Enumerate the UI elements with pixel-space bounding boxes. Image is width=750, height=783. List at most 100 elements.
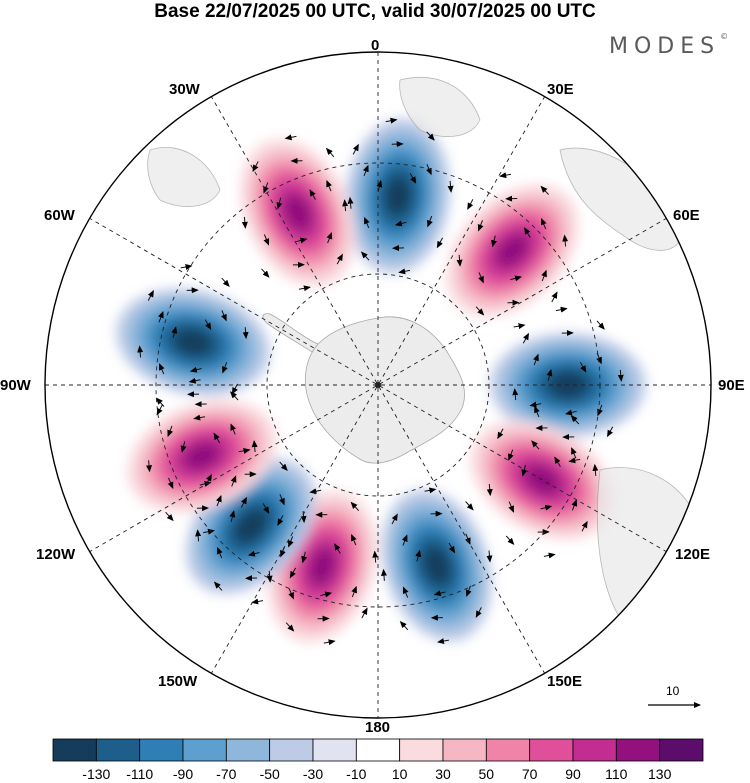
wind-arrow: [555, 306, 568, 313]
wind-arrow: [596, 320, 605, 330]
wind-arrow: [167, 477, 174, 490]
wind-arrow: [336, 253, 343, 265]
wind-arrow: [159, 363, 165, 375]
brand-name: MODES: [609, 34, 721, 59]
reference-vector-label: 10: [666, 684, 680, 698]
wind-arrow: [195, 529, 202, 542]
wind-arrow: [540, 217, 547, 230]
wind-arrow: [607, 426, 614, 438]
anomaly-contour: [173, 328, 213, 356]
wind-arrow: [213, 581, 223, 591]
wind-arrow: [568, 457, 581, 464]
wind-arrow: [597, 404, 603, 417]
wind-arrow: [309, 488, 322, 495]
lon-label-60e: 60E: [673, 207, 700, 224]
wind-arrow: [301, 551, 308, 564]
wind-arrow: [165, 511, 174, 522]
lon-label-30e: 30E: [547, 81, 574, 98]
wind-arrow: [156, 404, 163, 416]
wind-arrow: [216, 494, 222, 507]
colorbar-tick-label: 50: [478, 766, 495, 782]
wind-arrow: [505, 535, 515, 545]
wind-arrow: [323, 639, 336, 646]
wind-arrow: [326, 179, 332, 192]
wind-arrow: [409, 173, 417, 184]
wind-arrow: [347, 196, 354, 209]
lon-label-150e: 150E: [547, 673, 583, 690]
wind-arrow: [229, 510, 236, 522]
wind-arrow: [180, 264, 193, 270]
map-boundary: [44, 51, 712, 719]
wind-arrow: [533, 353, 539, 366]
wind-vectors: [137, 117, 624, 646]
colorbar-tick-label: 10: [391, 766, 408, 782]
wind-arrow: [251, 598, 264, 605]
wind-arrow: [360, 251, 370, 261]
lon-label-150w: 150W: [158, 673, 198, 690]
anomaly-center-negative: [381, 489, 492, 642]
colorbar-swatch: [269, 738, 314, 762]
wind-arrow: [351, 585, 357, 598]
colorbar-tick-label: -130: [82, 766, 111, 782]
wind-arrow: [399, 620, 409, 631]
wind-arrow: [475, 607, 482, 618]
wind-arrow: [499, 172, 512, 179]
wind-arrow: [262, 503, 270, 514]
colorbar-swatch: [182, 738, 227, 762]
lon-label-0: 0: [371, 37, 380, 54]
wind-arrow: [467, 199, 474, 210]
wind-arrow: [579, 362, 587, 373]
anomaly-contour: [283, 194, 313, 232]
wind-arrow: [551, 291, 558, 303]
wind-arrow: [534, 405, 540, 418]
wind-arrow: [230, 423, 237, 435]
wind-arrow: [565, 409, 577, 416]
wind-arrow: [562, 234, 569, 247]
wind-arrow: [204, 319, 212, 330]
wind-arrow: [238, 447, 251, 454]
wind-arrow: [486, 484, 493, 497]
colorbar-swatch: [442, 738, 487, 762]
wind-arrow: [350, 501, 360, 512]
wind-arrow: [263, 182, 269, 194]
wind-arrow: [540, 185, 549, 195]
wind-arrow: [193, 414, 206, 421]
wind-arrow: [427, 215, 433, 228]
wind-arrow: [325, 147, 335, 158]
wind-arrow: [352, 143, 359, 155]
wind-arrow: [287, 536, 294, 548]
wind-arrow: [285, 622, 295, 632]
wind-arrow: [167, 425, 173, 438]
wind-arrow: [513, 323, 526, 330]
lon-label-120e: 120E: [675, 546, 711, 563]
wind-arrow: [277, 515, 284, 526]
wind-arrow: [334, 543, 341, 554]
colorbar-swatch: [355, 738, 401, 762]
wind-arrow: [180, 441, 187, 453]
wind-arrow: [508, 501, 514, 513]
wind-arrow: [261, 268, 270, 278]
wind-arrow: [433, 590, 446, 597]
colorbar-swatch: [95, 738, 141, 762]
wind-arrow: [541, 269, 547, 282]
wind-arrow: [424, 487, 437, 494]
colorbar-swatch: [529, 738, 574, 762]
wind-arrow: [203, 528, 215, 535]
wind-arrow: [571, 499, 578, 511]
wind-arrow: [456, 254, 463, 267]
wind-arrow: [380, 568, 387, 581]
lon-label-120w: 120W: [36, 546, 76, 563]
wind-arrow: [540, 504, 553, 511]
wind-arrow: [529, 401, 542, 408]
wind-arrow: [276, 197, 283, 210]
wind-arrow: [508, 449, 514, 461]
wind-arrow: [436, 237, 444, 249]
lon-label-30w: 30W: [169, 81, 200, 98]
wind-arrow: [402, 586, 409, 598]
colorbar-swatch: [312, 738, 357, 762]
wind-arrow: [581, 520, 588, 532]
wind-arrow: [221, 277, 230, 287]
anomaly-contour: [234, 509, 268, 544]
colorbar-tick-label: 90: [565, 766, 581, 782]
